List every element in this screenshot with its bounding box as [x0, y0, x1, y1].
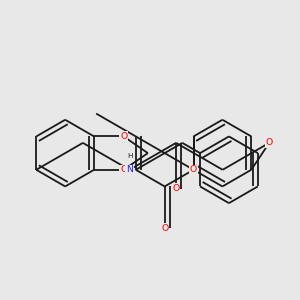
Text: O: O [266, 138, 273, 147]
Text: O: O [120, 165, 127, 174]
Text: O: O [172, 184, 180, 193]
Text: N: N [126, 165, 133, 174]
Text: O: O [190, 165, 197, 174]
Text: O: O [120, 132, 127, 141]
Text: H: H [128, 153, 133, 159]
Text: O: O [161, 224, 168, 233]
